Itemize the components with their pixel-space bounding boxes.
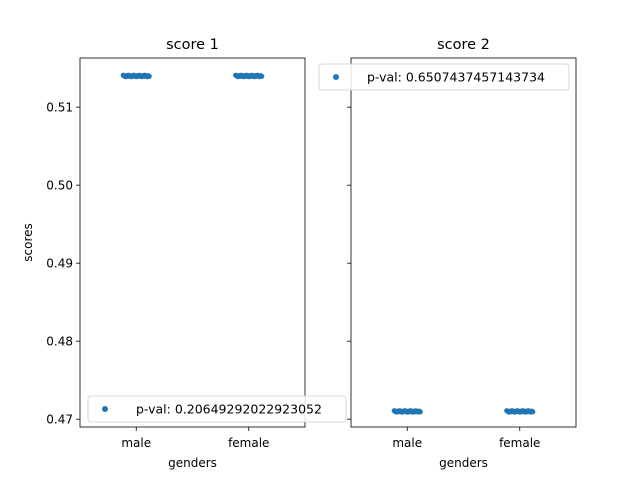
y-axis-label: scores <box>21 223 35 262</box>
data-marker <box>417 409 423 415</box>
x-tick-label: female <box>228 436 269 450</box>
legend-label: p-val: 0.6507437457143734 <box>367 70 545 85</box>
subplot-2: score 2 male female genders <box>347 37 577 470</box>
legend-2: p-val: 0.6507437457143734 <box>318 63 570 91</box>
x-tick-label: female <box>499 436 540 450</box>
axes-frame <box>79 57 306 428</box>
data-point-male <box>120 72 152 80</box>
subplot-title: score 1 <box>166 37 219 53</box>
data-point-female <box>504 408 536 415</box>
x-tick-label: male <box>392 436 422 450</box>
legend-box <box>318 63 570 91</box>
legend-marker <box>333 74 339 80</box>
data-marker <box>146 73 152 79</box>
legend-label: p-val: 0.20649292022923052 <box>136 402 322 417</box>
y-tick-label: 0.47 <box>46 413 73 427</box>
axes-frame <box>350 57 577 428</box>
y-tick-label: 0.50 <box>46 179 73 193</box>
data-point-female <box>233 72 265 80</box>
legend-1: p-val: 0.20649292022923052 <box>87 395 347 423</box>
subplot-title: score 2 <box>437 37 490 53</box>
data-point-male <box>391 408 423 415</box>
x-axis-label: genders <box>439 456 488 470</box>
y-tick-label: 0.48 <box>46 335 73 349</box>
legend-marker <box>102 406 108 412</box>
legend-box <box>87 395 347 423</box>
subplot-1: score 1 0.47 0.48 0.49 0.50 0.51 male female gen… <box>21 37 306 470</box>
x-axis-label: genders <box>168 456 217 470</box>
y-tick-label: 0.49 <box>46 257 73 271</box>
y-tick-label: 0.51 <box>46 101 73 115</box>
x-tick-label: male <box>121 436 151 450</box>
data-marker <box>259 73 265 79</box>
data-marker <box>530 409 536 415</box>
